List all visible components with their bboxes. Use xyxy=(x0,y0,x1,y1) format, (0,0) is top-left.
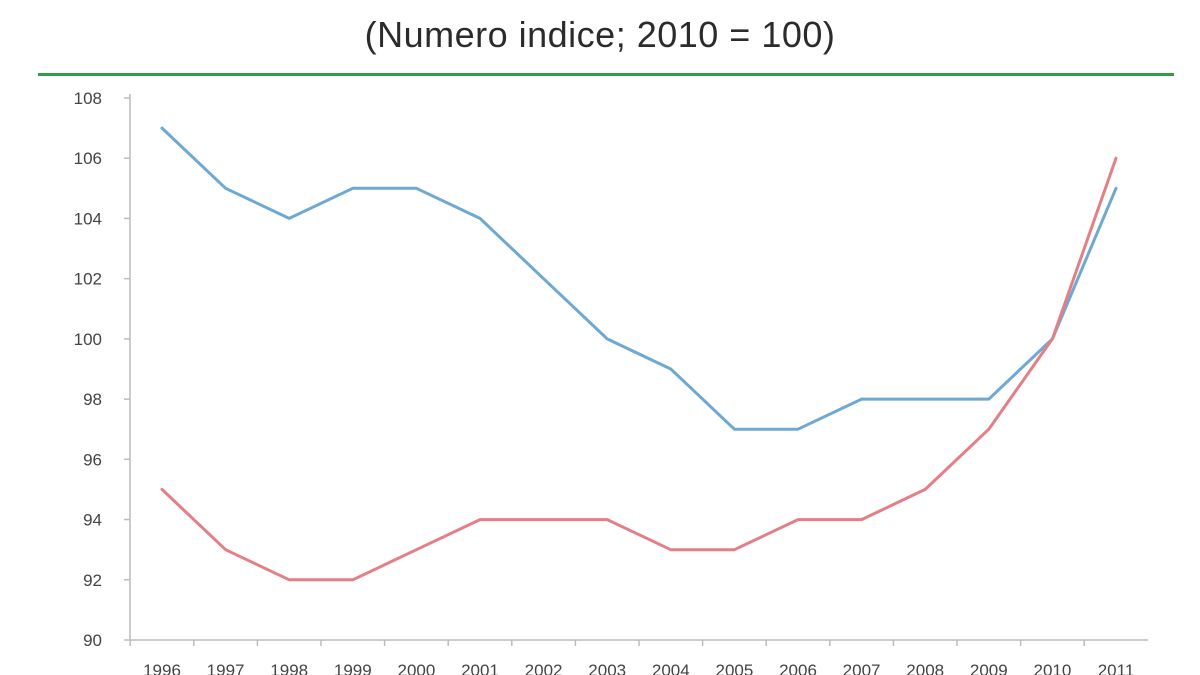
y-tick-label: 104 xyxy=(74,209,102,228)
series-2-point xyxy=(1114,157,1118,160)
series-2-point xyxy=(415,548,418,551)
y-tick-label: 100 xyxy=(74,330,102,349)
x-tick-label: 1996 xyxy=(143,661,181,675)
series-2-point xyxy=(1051,337,1054,341)
series-1-point xyxy=(351,187,354,190)
series-1-point xyxy=(860,397,863,401)
x-tick-label: 2002 xyxy=(525,661,563,675)
series-1-point xyxy=(733,428,736,431)
series-1-point xyxy=(288,217,291,220)
series-1-point xyxy=(987,397,990,401)
series-1-point xyxy=(224,187,227,190)
series-1-point xyxy=(415,187,418,190)
header-rule xyxy=(38,73,1174,76)
x-tick-label: 1998 xyxy=(270,661,308,675)
y-tick-label: 106 xyxy=(74,149,102,168)
x-tick-label: 2007 xyxy=(843,661,881,675)
series-1-point xyxy=(924,397,927,401)
y-tick-label: 90 xyxy=(83,631,102,650)
series-1-point xyxy=(160,126,164,130)
x-tick-label: 2006 xyxy=(779,661,817,675)
series-1-point xyxy=(1114,187,1118,190)
y-tick-label: 94 xyxy=(83,511,102,530)
series-2-point xyxy=(478,518,482,521)
series-2-point xyxy=(669,548,672,551)
x-tick-label: 2001 xyxy=(461,661,499,675)
series-line-2 xyxy=(160,156,1118,582)
series-2-point xyxy=(542,518,545,521)
series-2-point xyxy=(160,488,164,491)
series-2-point xyxy=(351,578,354,581)
series-2-point xyxy=(860,518,863,521)
series-line-1 xyxy=(160,126,1118,431)
series-2-point xyxy=(733,548,736,551)
series-1-point xyxy=(606,337,609,341)
chart-subtitle: (Numero indice; 2010 = 100) xyxy=(364,14,836,55)
y-tick-label: 98 xyxy=(83,390,102,409)
series-2-point xyxy=(924,488,927,491)
series-2-point xyxy=(796,518,800,521)
x-tick-label: 2009 xyxy=(970,661,1008,675)
x-tick-label: 2005 xyxy=(715,661,753,675)
x-tick-label: 2003 xyxy=(588,661,626,675)
y-tick-label: 96 xyxy=(83,450,102,469)
series-1-point xyxy=(796,428,800,431)
y-tick-label: 108 xyxy=(74,89,102,108)
x-tick-label: 2008 xyxy=(906,661,944,675)
chart-axes: 90 92 94 96 98 100 102 104 106 108 1996 1997 1998 199… xyxy=(74,89,1148,675)
series-1-point xyxy=(478,217,482,220)
chart-series xyxy=(160,126,1118,582)
x-tick-label: 2000 xyxy=(397,661,435,675)
x-tick-label: 2004 xyxy=(652,661,690,675)
series-2-point xyxy=(288,578,291,581)
x-tick-label: 1999 xyxy=(334,661,372,675)
y-tick-label: 102 xyxy=(74,270,102,289)
series-2-point xyxy=(224,548,227,551)
x-tick-label: 2010 xyxy=(1033,661,1071,675)
series-1-point xyxy=(669,367,672,371)
y-tick-label: 92 xyxy=(83,571,102,590)
x-tick-label: 2011 xyxy=(1098,661,1135,675)
x-tick-label: 1997 xyxy=(207,661,245,675)
series-1-point xyxy=(542,277,545,280)
series-2-point xyxy=(606,518,609,521)
series-2-point xyxy=(987,428,990,431)
